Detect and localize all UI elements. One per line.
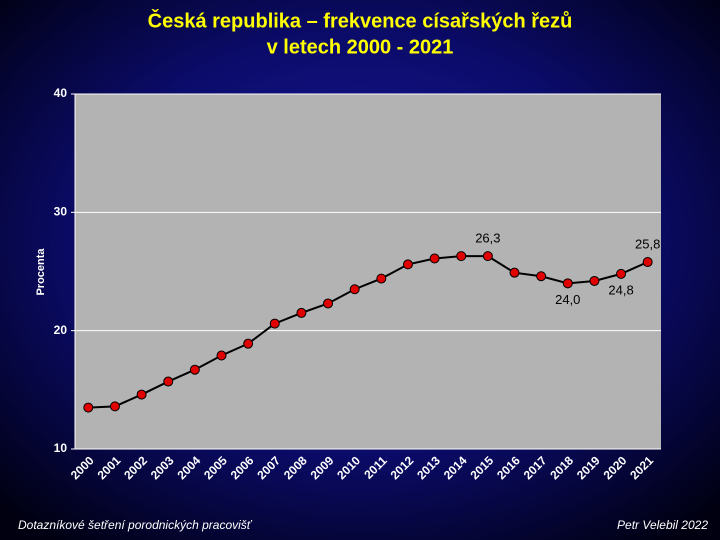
data-point: [402, 259, 413, 270]
data-point: [642, 257, 653, 268]
chart-subtitle: v letech 2000 - 2021: [267, 36, 454, 58]
y-tick-label: 30: [54, 205, 68, 219]
data-point: [136, 389, 147, 400]
data-point: [429, 253, 440, 264]
data-point: [349, 284, 360, 295]
data-point: [562, 278, 573, 289]
data-label: 24,8: [608, 282, 633, 297]
data-point: [216, 350, 227, 361]
data-line: [88, 255, 649, 409]
y-axis-label: Procenta: [35, 248, 47, 296]
data-label: 24,0: [555, 292, 580, 307]
data-point: [296, 307, 307, 318]
data-point: [536, 271, 547, 282]
data-point: [589, 275, 600, 286]
data-point: [269, 318, 280, 329]
data-point: [482, 251, 493, 262]
plot-area: [75, 94, 661, 449]
data-point: [163, 376, 174, 387]
data-point: [323, 298, 334, 309]
data-label: 26,3: [475, 231, 500, 246]
y-tick-label: 20: [54, 323, 68, 337]
data-label: 25,8: [635, 236, 660, 251]
data-point: [83, 402, 94, 413]
y-tick-label: 10: [54, 441, 68, 455]
footer-right: Petr Velebil 2022: [617, 518, 708, 532]
data-point: [616, 268, 627, 279]
chart-title: Česká republika – frekvence císařských ř…: [148, 8, 573, 32]
data-point: [456, 251, 467, 262]
data-point: [376, 273, 387, 284]
data-point: [189, 364, 200, 375]
data-point: [109, 401, 120, 412]
footer-left: Dotazníkové šetření porodnických pracovi…: [18, 518, 253, 532]
data-point: [243, 338, 254, 349]
data-point: [509, 267, 520, 278]
y-tick-label: 40: [54, 86, 68, 100]
